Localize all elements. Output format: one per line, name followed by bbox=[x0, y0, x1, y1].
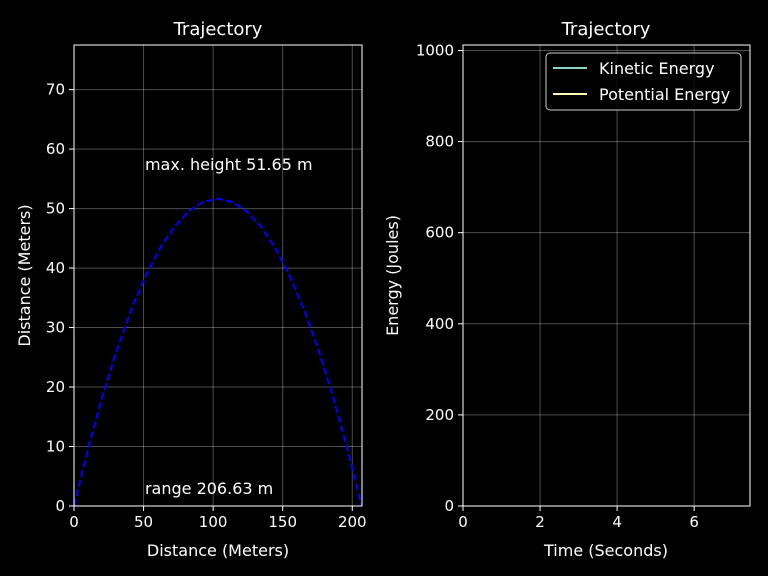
energy-y-axis-label: Energy (Joules) bbox=[383, 215, 402, 336]
y-tick-label: 50 bbox=[46, 200, 65, 218]
trajectory-annotations: max. height 51.65 m range 206.63 m bbox=[145, 155, 313, 498]
y-tick-label: 400 bbox=[425, 315, 454, 333]
y-tick-label: 40 bbox=[46, 259, 65, 277]
trajectory-axes-frame bbox=[73, 44, 363, 507]
max-height-annotation: max. height 51.65 m bbox=[145, 155, 313, 174]
trajectory-plot-area bbox=[73, 197, 363, 507]
x-tick-label: 0 bbox=[458, 513, 468, 531]
y-tick-label: 600 bbox=[425, 224, 454, 242]
legend-label-potential-energy: Potential Energy bbox=[599, 85, 730, 104]
range-annotation: range 206.63 m bbox=[145, 479, 273, 498]
x-tick-label: 0 bbox=[69, 513, 79, 531]
energy-x-axis-label: Time (Seconds) bbox=[543, 541, 668, 560]
y-tick-label: 70 bbox=[46, 81, 65, 99]
trajectory-title: Trajectory bbox=[173, 19, 263, 40]
trajectory-line bbox=[73, 197, 363, 507]
y-tick-label: 1000 bbox=[416, 41, 454, 59]
energy-legend: Kinetic Energy Potential Energy bbox=[545, 52, 742, 111]
trajectory-ticks: 0 50 100 150 200 0 10 20 30 40 50 60 70 bbox=[46, 81, 367, 531]
legend-label-kinetic-energy: Kinetic Energy bbox=[599, 59, 715, 78]
y-tick-label: 0 bbox=[444, 497, 454, 515]
y-tick-label: 60 bbox=[46, 140, 65, 158]
y-tick-label: 10 bbox=[46, 438, 65, 456]
x-tick-label: 50 bbox=[134, 513, 153, 531]
x-tick-label: 100 bbox=[199, 513, 228, 531]
x-tick-label: 4 bbox=[612, 513, 622, 531]
legend-box bbox=[545, 52, 742, 111]
y-tick-label: 200 bbox=[425, 406, 454, 424]
x-tick-label: 6 bbox=[689, 513, 699, 531]
energy-panel: Trajectory 0 2 4 6 0 200 400 600 800 1000 Time (S… bbox=[383, 19, 751, 560]
x-tick-label: 200 bbox=[338, 513, 367, 531]
y-tick-label: 0 bbox=[55, 497, 65, 515]
y-tick-label: 800 bbox=[425, 133, 454, 151]
trajectory-x-axis-label: Distance (Meters) bbox=[147, 541, 289, 560]
y-tick-label: 30 bbox=[46, 319, 65, 337]
energy-title: Trajectory bbox=[561, 19, 651, 40]
trajectory-y-axis-label: Distance (Meters) bbox=[15, 204, 34, 346]
energy-ticks: 0 2 4 6 0 200 400 600 800 1000 bbox=[416, 41, 699, 531]
trajectory-panel: Trajectory 0 50 100 150 200 0 10 20 30 40 50 60 70 m… bbox=[15, 19, 367, 560]
y-tick-label: 20 bbox=[46, 378, 65, 396]
x-tick-label: 150 bbox=[268, 513, 297, 531]
energy-axes-frame bbox=[462, 44, 751, 507]
x-tick-label: 2 bbox=[535, 513, 545, 531]
